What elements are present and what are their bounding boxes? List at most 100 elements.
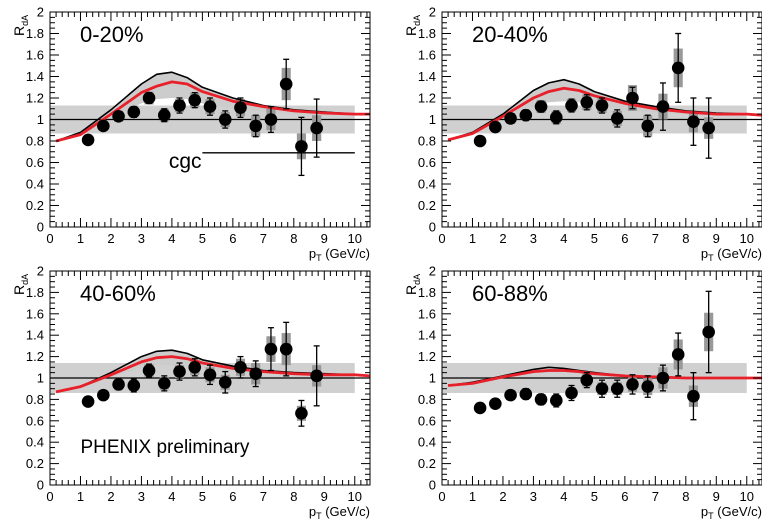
- y-tick-label: 1: [429, 112, 436, 127]
- data-point: [641, 119, 655, 133]
- data-point: [142, 91, 156, 105]
- data-point: [610, 382, 624, 396]
- x-axis-unit: (GeV/c): [322, 246, 370, 261]
- data-point: [656, 371, 670, 385]
- x-tick-label: 10: [348, 489, 362, 504]
- y-tick-label: 0.4: [26, 177, 44, 192]
- centrality-label: 40-60%: [80, 281, 156, 306]
- x-tick-label: 8: [290, 231, 297, 246]
- data-point: [127, 105, 141, 119]
- centrality-label: 0-20%: [80, 22, 144, 47]
- y-tick-label: 0.2: [26, 198, 44, 213]
- y-axis-symbol: R: [403, 26, 419, 36]
- x-tick-label: 4: [168, 231, 175, 246]
- x-tick-label: 9: [321, 231, 328, 246]
- x-axis-subscript: T: [316, 511, 322, 520]
- y-tick-label: 0.6: [26, 413, 44, 428]
- x-tick-label: 0: [46, 231, 53, 246]
- x-tick-label: 8: [682, 231, 689, 246]
- x-tick-label: 3: [138, 231, 145, 246]
- y-axis-label: RdA: [11, 274, 30, 295]
- centrality-label: 60-88%: [472, 281, 548, 306]
- y-tick-label: 2: [37, 264, 44, 279]
- data-point: [310, 121, 323, 135]
- data-point: [549, 111, 563, 124]
- data-point: [687, 115, 700, 128]
- y-tick-label: 1.6: [418, 306, 436, 321]
- x-axis-unit: (GeV/c): [714, 504, 762, 519]
- y-tick-label: 0.8: [26, 392, 44, 407]
- x-tick-label: 10: [348, 231, 362, 246]
- x-tick-label: 0: [438, 231, 445, 246]
- x-tick-label: 3: [530, 489, 537, 504]
- data-point: [234, 101, 247, 114]
- y-tick-label: 0: [429, 220, 436, 235]
- data-point: [173, 99, 186, 112]
- data-point: [580, 96, 594, 109]
- x-tick-label: 9: [713, 231, 720, 246]
- x-tick-label: 5: [591, 489, 598, 504]
- x-axis-label: pT (GeV/c): [701, 504, 762, 520]
- x-tick-label: 2: [107, 231, 114, 246]
- x-tick-label: 5: [199, 231, 206, 246]
- data-point: [127, 379, 141, 392]
- data-point: [595, 382, 609, 396]
- data-point: [81, 395, 95, 408]
- y-tick-label: 0: [37, 220, 44, 235]
- data-point: [565, 386, 578, 400]
- y-axis-subscript: dA: [20, 15, 30, 26]
- data-point: [626, 91, 639, 105]
- data-point: [112, 109, 125, 123]
- x-tick-label: 6: [621, 489, 628, 504]
- y-tick-label: 1.4: [26, 328, 44, 343]
- data-point: [610, 112, 624, 125]
- y-tick-label: 1.8: [418, 26, 436, 41]
- x-tick-label: 3: [138, 489, 145, 504]
- data-point: [504, 112, 517, 125]
- data-point: [188, 361, 202, 374]
- y-tick-label: 2: [429, 5, 436, 20]
- data-point: [264, 113, 278, 126]
- x-tick-label: 4: [560, 231, 567, 246]
- data-point: [549, 394, 563, 407]
- data-point: [279, 342, 293, 356]
- y-tick-label: 1: [429, 371, 436, 386]
- data-point: [157, 108, 171, 122]
- data-point: [702, 121, 715, 135]
- x-axis-subscript: T: [316, 253, 322, 263]
- x-tick-label: 6: [621, 231, 628, 246]
- x-axis-label: pT (GeV/c): [309, 246, 370, 263]
- centrality-label: 20-40%: [472, 22, 548, 47]
- plot-area: [442, 32, 762, 159]
- x-tick-label: 6: [229, 231, 236, 246]
- x-tick-label: 5: [591, 231, 598, 246]
- x-tick-label: 7: [260, 489, 267, 504]
- y-tick-label: 1.8: [26, 285, 44, 300]
- y-axis-symbol: R: [11, 26, 27, 36]
- data-point: [295, 407, 308, 420]
- data-point: [218, 113, 232, 126]
- plot-area: [50, 58, 370, 177]
- y-tick-label: 0.6: [26, 155, 44, 170]
- y-tick-label: 1.6: [26, 306, 44, 321]
- y-tick-label: 1.8: [418, 285, 436, 300]
- data-point: [671, 61, 685, 75]
- y-axis-symbol: R: [403, 285, 419, 295]
- y-tick-label: 0: [37, 478, 44, 493]
- x-axis-symbol: p: [701, 246, 708, 261]
- data-point: [157, 377, 171, 390]
- panel-3: 0 1 2 3 4 5 6 7 8 9 1000.20.40.60.811.21.41.61.82R…: [11, 264, 371, 520]
- y-axis-label: RdA: [403, 274, 422, 295]
- x-tick-label: 8: [290, 489, 297, 504]
- x-tick-label: 8: [682, 489, 689, 504]
- phenix-preliminary-label: PHENIX preliminary: [80, 437, 249, 458]
- x-axis-label: pT (GeV/c): [309, 504, 370, 520]
- y-tick-label: 0.4: [26, 435, 44, 450]
- data-point: [249, 119, 263, 133]
- y-tick-label: 1.8: [26, 26, 44, 41]
- x-tick-label: 4: [560, 489, 567, 504]
- data-point: [656, 100, 670, 113]
- y-tick-label: 0.6: [418, 155, 436, 170]
- y-tick-label: 0.2: [26, 456, 44, 471]
